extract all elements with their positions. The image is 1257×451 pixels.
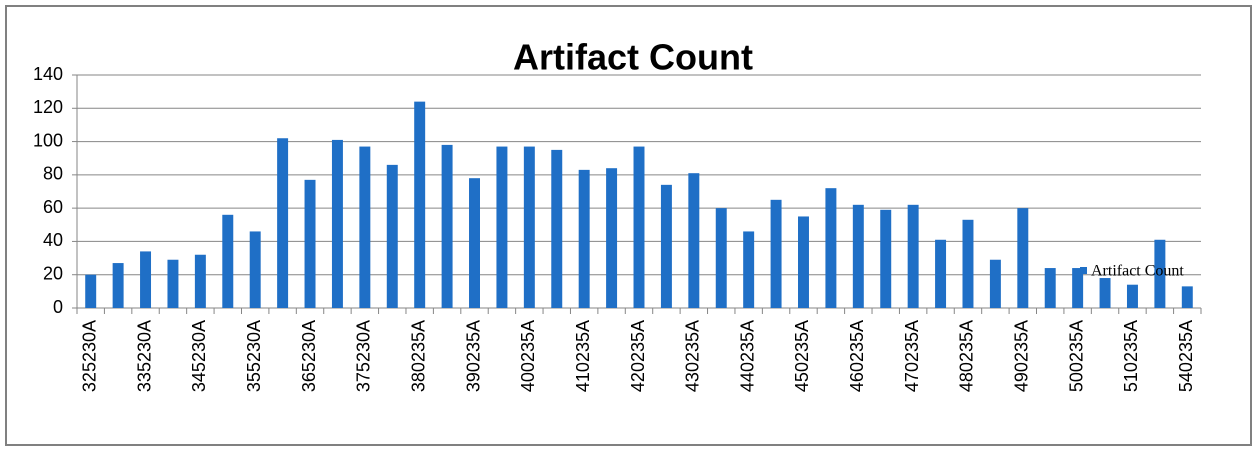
bar [359,146,371,308]
bar [1072,268,1084,308]
chart-frame [5,5,1252,446]
legend-key [1080,267,1087,274]
bar [825,188,837,308]
bar [660,184,672,308]
bar [1126,284,1138,308]
x-tick-label: 500235A [1066,320,1086,392]
x-tick-label: 510235A [1121,320,1141,392]
chart-title: Artifact Count [513,37,753,78]
bar [85,274,97,308]
x-tick-label: 335230A [134,320,154,392]
bar [907,204,919,308]
y-tick-label: 20 [43,263,63,283]
bar [770,199,782,308]
bar [331,139,343,308]
x-tick-label: 325230A [79,320,99,392]
bar [798,216,809,308]
bar [688,173,700,308]
bar [441,144,453,308]
bar [935,239,947,308]
x-tick-label: 375230A [354,320,374,392]
x-tick-label: 440235A [737,320,757,392]
bar [633,146,645,308]
x-tick-label: 460235A [847,320,867,392]
bar [880,209,892,308]
legend-label: Artifact Count [1091,263,1184,280]
bar [962,219,974,308]
x-tick-label: 430235A [683,320,703,392]
x-tick-label: 450235A [792,320,812,392]
x-tick-label: 365230A [299,320,319,392]
x-tick-label: 420235A [628,320,648,392]
x-tick-label: 400235A [518,320,538,392]
bar [386,164,398,308]
x-tick-label: 490235A [1012,320,1032,392]
bar [606,168,618,308]
bar [523,146,535,308]
y-tick-label: 140 [33,64,63,84]
bar [1181,286,1193,308]
bar [989,259,1001,308]
bar [551,149,563,308]
bar [1017,208,1029,308]
bar [1099,278,1111,308]
bar [414,101,426,308]
bar [496,146,508,308]
bar [140,251,152,308]
y-tick-label: 40 [43,230,63,250]
bar [1154,239,1166,308]
x-tick-label: 470235A [902,320,922,392]
bar [222,214,234,308]
bar [1044,268,1056,308]
bar [249,231,261,308]
y-tick-label: 0 [53,297,63,317]
bar [852,204,864,308]
x-tick-label: 540235A [1176,320,1196,392]
bar [469,178,480,308]
bar [167,259,179,308]
x-tick-label: 345230A [189,320,209,392]
y-tick-label: 120 [33,97,63,117]
bar [743,231,755,308]
bar [277,138,289,308]
x-tick-label: 380235A [408,320,428,392]
x-tick-label: 355230A [244,320,264,392]
x-tick-label: 390235A [463,320,483,392]
x-tick-label: 410235A [573,320,593,392]
y-tick-label: 100 [33,130,63,150]
bar [194,254,206,308]
bar [715,208,727,308]
y-tick-label: 80 [43,164,63,184]
bar [304,179,316,308]
y-tick-label: 60 [43,197,63,217]
bar [112,263,124,308]
x-tick-label: 480235A [957,320,977,392]
bar [578,169,590,308]
